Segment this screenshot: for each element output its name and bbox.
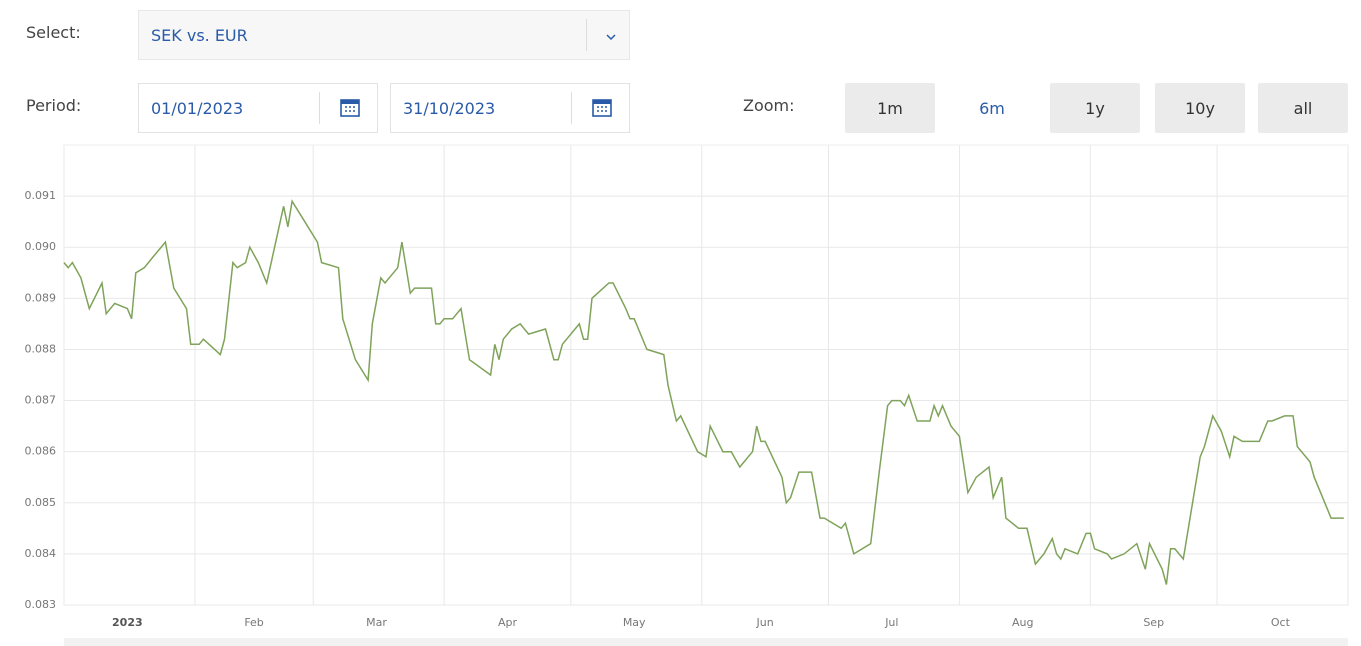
y-tick-label: 0.086 bbox=[25, 445, 57, 458]
y-tick-label: 0.089 bbox=[25, 291, 57, 304]
zoom-button[interactable]: 1y bbox=[1050, 83, 1140, 133]
x-tick-label: Aug bbox=[1012, 616, 1033, 629]
y-tick-label: 0.083 bbox=[25, 598, 57, 611]
x-tick-label: Feb bbox=[244, 616, 263, 629]
date-to[interactable]: 31/10/2023 bbox=[390, 83, 630, 133]
date-from-text: 01/01/2023 bbox=[151, 98, 244, 118]
separator bbox=[319, 92, 320, 124]
x-tick-label: Apr bbox=[498, 616, 518, 629]
y-tick-label: 0.090 bbox=[25, 240, 57, 253]
period-label: Period: bbox=[26, 96, 82, 115]
select-value: SEK vs. EUR bbox=[151, 25, 248, 45]
date-from[interactable]: 01/01/2023 bbox=[138, 83, 378, 133]
y-tick-label: 0.084 bbox=[25, 547, 57, 560]
separator bbox=[586, 19, 587, 51]
y-tick-label: 0.088 bbox=[25, 342, 57, 355]
separator bbox=[571, 92, 572, 124]
x-tick-label: 2023 bbox=[112, 616, 143, 629]
x-tick-label: Mar bbox=[366, 616, 387, 629]
date-to-text: 31/10/2023 bbox=[403, 98, 496, 118]
y-tick-label: 0.087 bbox=[25, 394, 57, 407]
pair-select[interactable]: SEK vs. EUR bbox=[138, 10, 630, 60]
chevron bbox=[606, 34, 616, 41]
y-tick-label: 0.085 bbox=[25, 496, 57, 509]
x-tick-label: Jun bbox=[756, 616, 774, 629]
zoom-label: Zoom: bbox=[743, 96, 795, 115]
x-tick-label: Oct bbox=[1271, 616, 1291, 629]
x-tick-label: May bbox=[623, 616, 646, 629]
zoom-button[interactable]: all bbox=[1258, 83, 1348, 133]
x-tick-label: Sep bbox=[1143, 616, 1164, 629]
y-tick-label: 0.091 bbox=[25, 189, 57, 202]
navigator-strip bbox=[64, 638, 1348, 646]
price-line bbox=[63, 199, 1344, 585]
plot-border bbox=[63, 144, 1349, 606]
select-label: Select: bbox=[26, 23, 81, 42]
x-tick-label: Jul bbox=[884, 616, 898, 629]
calendar-icon bbox=[340, 99, 360, 117]
zoom-button[interactable]: 10y bbox=[1155, 83, 1245, 133]
zoom-button[interactable]: 6m bbox=[979, 98, 1005, 118]
calendar-icon bbox=[592, 99, 612, 117]
zoom-button[interactable]: 1m bbox=[845, 83, 935, 133]
